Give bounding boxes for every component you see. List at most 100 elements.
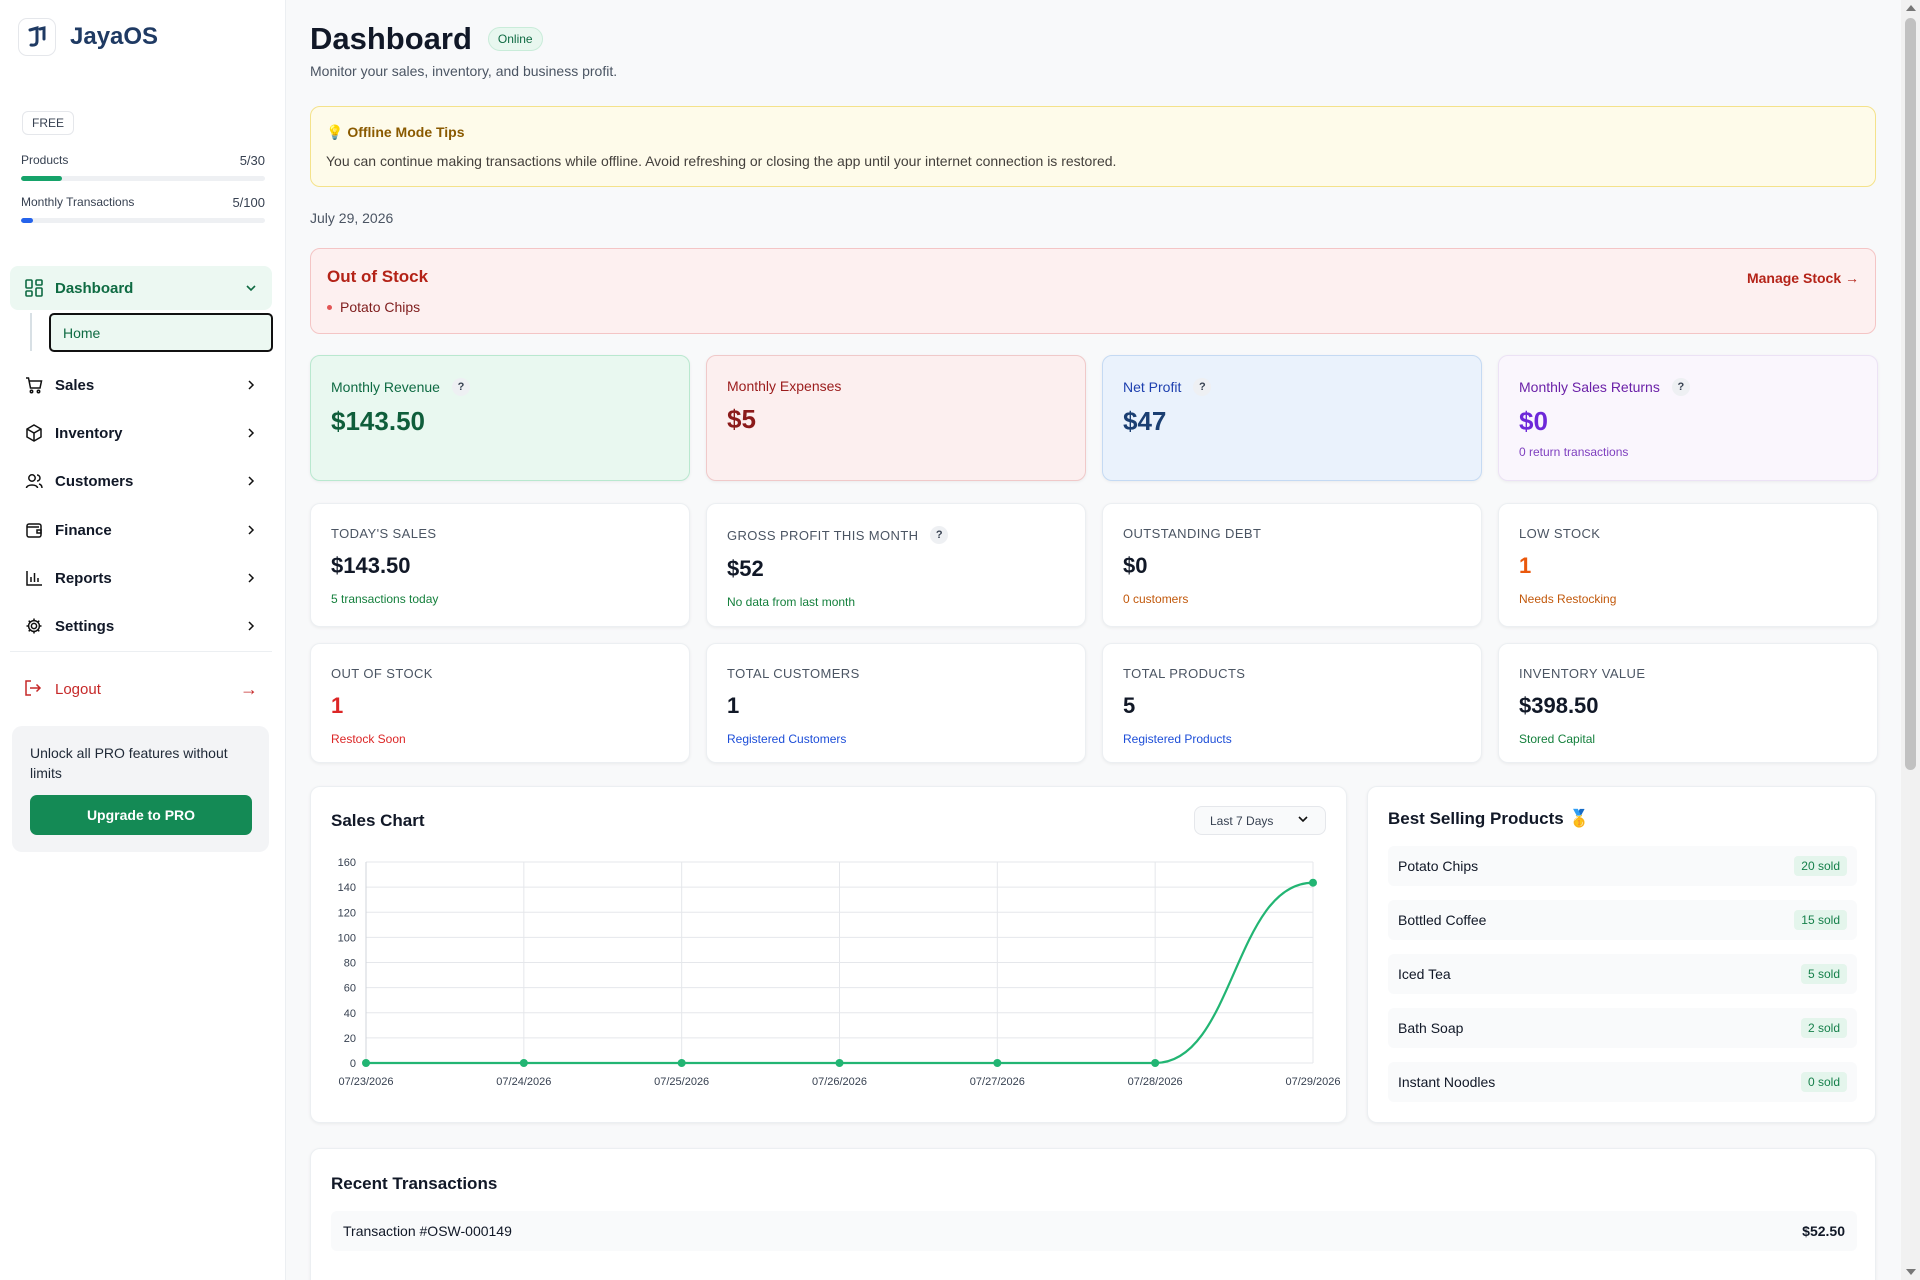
sidebar-item-inventory[interactable]: Inventory [10, 411, 272, 455]
x-tick-label: 07/26/2026 [812, 1076, 867, 1088]
card-value: $398.50 [1519, 693, 1599, 718]
stat-card-outstanding-debt[interactable]: OUTSTANDING DEBT $0 0 customers [1102, 503, 1482, 627]
card-value: 5 [1123, 693, 1136, 718]
stat-card-total-products[interactable]: TOTAL PRODUCTS 5 Registered Products [1102, 643, 1482, 763]
quota-value: 5/30 [239, 153, 265, 168]
upgrade-button[interactable]: Upgrade to PRO [30, 795, 252, 835]
chevron-right-icon [244, 426, 258, 440]
scroll-down-icon[interactable] [1906, 1269, 1916, 1275]
tips-title-row: 💡 Offline Mode Tips [326, 124, 1860, 141]
tips-text: You can continue making transactions whi… [326, 153, 1117, 169]
card-label: Net Profit [1123, 379, 1182, 395]
range-select[interactable]: Last 7 Days [1194, 806, 1326, 835]
sidebar-item-label: Settings [55, 617, 115, 635]
sidebar-item-settings[interactable]: Settings [10, 604, 272, 648]
sold-badge: 15 sold [1794, 910, 1847, 930]
metric-card-net-profit[interactable]: Net Profit? $47 [1102, 355, 1482, 481]
out-of-stock-alert: Out of Stock Potato Chips Manage Stock → [310, 248, 1876, 334]
stat-card-inventory-value[interactable]: INVENTORY VALUE $398.50 Stored Capital [1498, 643, 1878, 763]
logout-button[interactable]: Logout → [10, 669, 272, 709]
card-value: $143.50 [331, 553, 411, 578]
scroll-thumb[interactable] [1905, 18, 1916, 770]
stat-card-out-of-stock[interactable]: OUT OF STOCK 1 Restock Soon [310, 643, 690, 763]
stat-card-todays-sales[interactable]: TODAY'S SALES $143.50 5 transactions tod… [310, 503, 690, 627]
stat-card-low-stock[interactable]: LOW STOCK 1 Needs Restocking [1498, 503, 1878, 627]
scrollbar[interactable] [1901, 0, 1920, 1280]
chevron-down-icon [1296, 812, 1310, 829]
card-value: $52 [727, 556, 764, 581]
stat-card-total-customers[interactable]: TOTAL CUSTOMERS 1 Registered Customers [706, 643, 1086, 763]
card-value: 1 [331, 693, 344, 718]
chevron-right-icon [244, 474, 258, 488]
alert-item: Potato Chips [327, 299, 1859, 315]
y-tick-label: 0 [350, 1058, 356, 1070]
best-selling-item[interactable]: Instant Noodles 0 sold [1388, 1062, 1857, 1102]
sidebar-item-label: Dashboard [55, 279, 134, 297]
chevron-down-icon [244, 281, 258, 295]
medal-icon: 🥇 [1568, 809, 1590, 828]
transaction-amount: $52.50 [1802, 1223, 1845, 1239]
current-date: July 29, 2026 [310, 210, 394, 226]
chevron-right-icon [244, 523, 258, 537]
card-note: 5 transactions today [331, 592, 439, 606]
manage-stock-link[interactable]: Manage Stock → [1746, 270, 1859, 286]
logout-label: Logout [55, 680, 101, 698]
data-point [835, 1059, 844, 1067]
metric-card-sales-returns[interactable]: Monthly Sales Returns? $0 0 return trans… [1498, 355, 1878, 481]
card-value: $47 [1123, 406, 1167, 436]
y-tick-label: 40 [344, 1008, 356, 1020]
best-selling-item[interactable]: Potato Chips 20 sold [1388, 846, 1857, 886]
card-label: Monthly Sales Returns [1519, 379, 1660, 395]
sold-badge: 20 sold [1794, 856, 1847, 876]
card-note: 0 customers [1123, 592, 1189, 606]
data-point [1309, 878, 1317, 887]
card-label: GROSS PROFIT THIS MONTH [727, 527, 919, 543]
chart-title: Sales Chart [331, 811, 425, 830]
bar-chart-icon [24, 568, 44, 588]
quota-label: Products [21, 153, 69, 167]
data-point [1151, 1059, 1160, 1067]
data-point [677, 1059, 686, 1067]
sidebar-item-finance[interactable]: Finance [10, 508, 272, 552]
stat-card-gross-profit[interactable]: GROSS PROFIT THIS MONTH? $52 No data fro… [706, 503, 1086, 627]
sold-badge: 5 sold [1800, 964, 1847, 984]
product-name: Potato Chips [1398, 858, 1479, 874]
card-label: TOTAL CUSTOMERS [727, 666, 860, 681]
metric-card-monthly-revenue[interactable]: Monthly Revenue? $143.50 [310, 355, 690, 481]
sidebar-item-sales[interactable]: Sales [10, 363, 272, 407]
transaction-id: Transaction #OSW-000149 [343, 1223, 512, 1239]
sidebar-item-label: Customers [55, 472, 134, 490]
scroll-up-icon[interactable] [1906, 5, 1916, 11]
card-note: No data from last month [727, 595, 856, 609]
sidebar-item-dashboard[interactable]: Dashboard [10, 266, 272, 310]
card-note: Registered Customers [727, 732, 847, 746]
metric-card-monthly-expenses[interactable]: Monthly Expenses $5 [706, 355, 1086, 481]
card-value: $143.50 [331, 406, 425, 436]
best-selling-item[interactable]: Iced Tea 5 sold [1388, 954, 1857, 994]
best-selling-item[interactable]: Bottled Coffee 15 sold [1388, 900, 1857, 940]
card-value: $5 [727, 404, 756, 434]
card-label-row: Net Profit? [1123, 378, 1461, 396]
help-icon[interactable]: ? [930, 526, 949, 544]
sidebar-item-reports[interactable]: Reports [10, 556, 272, 600]
help-icon[interactable]: ? [1193, 378, 1212, 396]
best-selling-item[interactable]: Bath Soap 2 sold [1388, 1008, 1857, 1048]
sold-badge: 2 sold [1800, 1018, 1847, 1038]
x-tick-label: 07/23/2026 [338, 1076, 393, 1088]
sidebar-item-label: Finance [55, 521, 112, 539]
sidebar-item-home[interactable]: Home [49, 313, 273, 352]
page-subtitle: Monitor your sales, inventory, and busin… [310, 63, 618, 79]
help-icon[interactable]: ? [1671, 378, 1690, 396]
sidebar-item-customers[interactable]: Customers [10, 459, 272, 503]
logo[interactable]: JayaOS [18, 18, 158, 56]
sales-chart-panel: Sales Chart Last 7 Days 0 20 40 60 80 100 120 1… [310, 786, 1347, 1123]
help-icon[interactable]: ? [451, 378, 470, 396]
card-note: 0 return transactions [1519, 445, 1629, 459]
card-note: Stored Capital [1519, 732, 1596, 746]
recent-transactions-title: Recent Transactions [331, 1174, 498, 1193]
card-label: OUTSTANDING DEBT [1123, 526, 1262, 541]
cart-icon [24, 375, 44, 395]
sold-badge: 0 sold [1800, 1072, 1847, 1092]
transaction-row[interactable]: Transaction #OSW-000149 $52.50 [331, 1211, 1857, 1251]
subnav-line [30, 313, 32, 351]
